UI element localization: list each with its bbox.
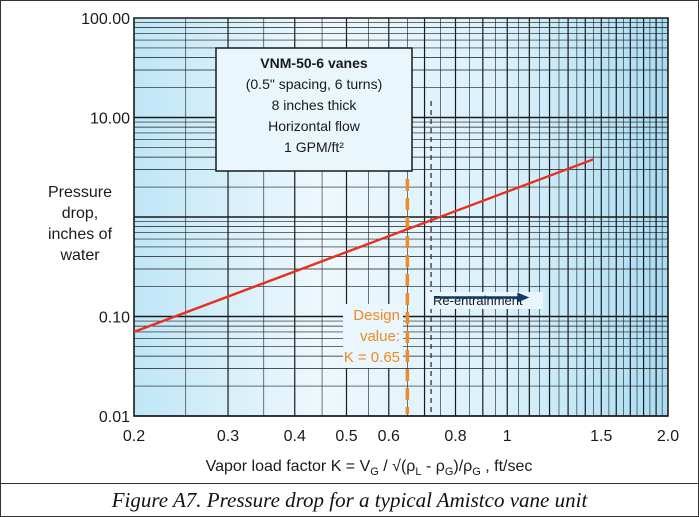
x-tick-label: 2.0 — [657, 428, 679, 445]
y-tick-labels: 100.00 10.00 0.10 0.01 — [81, 11, 130, 426]
reentrainment-label: Re-entrainment — [433, 293, 523, 308]
x-tick-label: 0.8 — [444, 428, 466, 445]
x-tick-label: 0.3 — [217, 428, 239, 445]
reentrainment-arrowhead — [517, 292, 530, 303]
conditions-title: VNM-50-6 vanes — [260, 55, 368, 71]
conditions-line-flow: Horizontal flow — [268, 118, 361, 134]
pressure-drop-chart: VNM-50-6 vanes (0.5" spacing, 6 turns) 8… — [31, 11, 679, 478]
design-value-line-2: value: — [360, 328, 400, 345]
plot-frame — [133, 17, 669, 417]
y-tick-label: 0.01 — [99, 409, 130, 426]
x-tick-label: 0.5 — [335, 428, 357, 445]
conditions-line-spacing: (0.5" spacing, 6 turns) — [246, 76, 382, 92]
x-tick-label: 0.4 — [284, 428, 306, 445]
x-tick-label: 0.6 — [378, 428, 400, 445]
conditions-box: VNM-50-6 vanes (0.5" spacing, 6 turns) 8… — [215, 47, 413, 172]
design-value-line-3: K = 0.65 — [344, 349, 400, 366]
conditions-line-rate: 1 GPM/ft² — [284, 139, 344, 155]
x-axis-title: Vapor load factor K = VG / √(ρL - ρG)/ρG… — [206, 458, 533, 478]
design-value-line-1: Design — [353, 307, 400, 324]
design-value-annotation: Design value: K = 0.65 — [343, 304, 403, 368]
x-tick-label: 1 — [503, 428, 512, 445]
figure-caption: Figure A7. Pressure drop for a typical A… — [1, 483, 698, 517]
x-tick-label: 1.5 — [590, 428, 612, 445]
ylabel-line-4: water — [59, 247, 100, 264]
pressure-drop-series-line — [133, 158, 594, 334]
x-tick-label: 0.2 — [123, 428, 145, 445]
y-tick-label: 100.00 — [81, 11, 130, 28]
y-tick-label: 10.00 — [90, 111, 130, 128]
ylabel-line-2: drop, — [62, 205, 98, 222]
y-tick-label: 0.10 — [99, 310, 130, 327]
ylabel-line-3: inches of — [48, 226, 113, 243]
y-axis-title: Pressure drop, inches of water — [31, 179, 129, 265]
reentrainment-annotation: Re-entrainment — [427, 292, 543, 309]
x-tick-labels: 0.2 0.3 0.4 0.5 0.6 0.8 1 1.5 2.0 — [123, 428, 679, 445]
conditions-line-thickness: 8 inches thick — [272, 97, 358, 113]
ylabel-line-1: Pressure — [48, 184, 112, 201]
